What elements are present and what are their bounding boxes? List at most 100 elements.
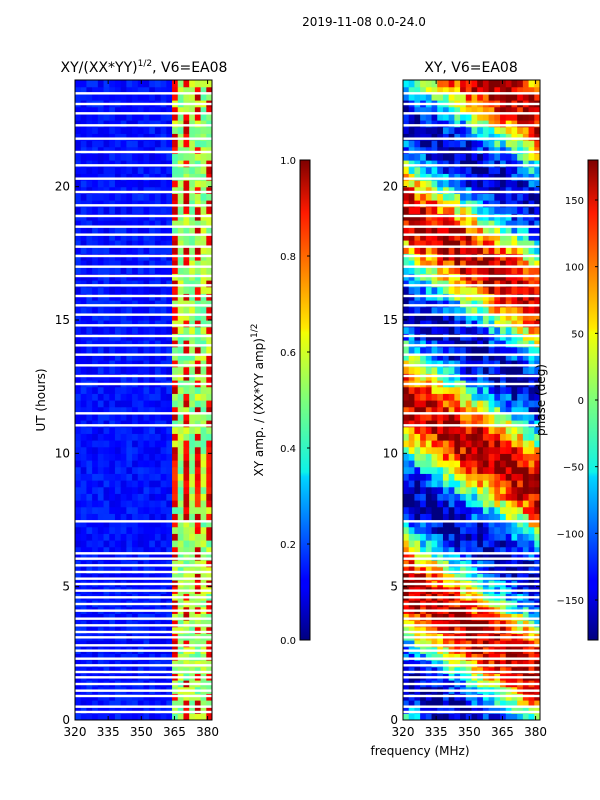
amplitude-heatmap-cell <box>149 426 156 434</box>
phase-heatmap-cell <box>500 506 507 514</box>
amplitude-heatmap-cell <box>120 286 127 294</box>
phase-heatmap-cell <box>505 566 513 574</box>
amplitude-heatmap-cell <box>166 413 173 421</box>
amplitude-heatmap-cell <box>86 626 93 634</box>
amplitude-heatmap-cell <box>189 620 196 628</box>
amplitude-heatmap-cell <box>103 133 110 141</box>
amplitude-heatmap-cell <box>177 640 185 648</box>
phase-heatmap-cell <box>534 173 540 181</box>
phase-heatmap-cell <box>442 166 450 174</box>
phase-heatmap-cell <box>425 306 433 314</box>
phase-heatmap-cell <box>442 186 450 194</box>
phase-heatmap-cell <box>465 140 473 148</box>
amplitude-heatmap-cell <box>137 153 145 161</box>
amplitude-heatmap-cell <box>177 160 185 168</box>
phase-heatmap-cell <box>522 493 530 501</box>
amplitude-heatmap-cell <box>132 326 139 334</box>
amplitude-heatmap-cell <box>120 460 127 468</box>
phase-heatmap-cell <box>448 326 455 334</box>
amplitude-heatmap-cell <box>177 520 185 528</box>
phase-plot-frame <box>402 79 541 721</box>
phase-heatmap-cell <box>494 246 501 254</box>
amplitude-heatmap-cell <box>189 86 196 94</box>
phase-heatmap-cell <box>471 326 478 334</box>
phase-flagged-row <box>403 137 540 140</box>
phase-heatmap-cell <box>488 500 495 508</box>
phase-heatmap-cell <box>528 113 535 121</box>
amplitude-heatmap-cell <box>114 700 122 708</box>
amplitude-heatmap-cell <box>80 400 88 408</box>
amplitude-heatmap-cell <box>194 553 202 561</box>
amplitude-heatmap-cell <box>189 660 196 668</box>
phase-heatmap-cell <box>465 513 473 521</box>
amplitude-heatmap-cell <box>183 406 190 414</box>
amplitude-heatmap-cell <box>97 226 105 234</box>
amplitude-heatmap-cell <box>143 126 150 134</box>
amplitude-heatmap-cell <box>132 200 139 208</box>
amplitude-heatmap-cell <box>97 500 105 508</box>
amplitude-heatmap-cell <box>143 460 150 468</box>
amplitude-plot-frame <box>74 79 213 721</box>
amplitude-heatmap-cell <box>149 706 156 714</box>
amplitude-heatmap-cell <box>154 326 162 334</box>
phase-heatmap-cell <box>488 113 495 121</box>
amplitude-heatmap-cell <box>109 486 116 494</box>
amplitude-heatmap-cell <box>92 393 99 401</box>
amplitude-heatmap-cell <box>189 613 196 621</box>
phase-heatmap-cell <box>437 300 444 308</box>
phase-heatmap-cell <box>511 140 518 148</box>
amplitude-flagged-row <box>75 204 212 207</box>
phase-heatmap-cell <box>494 413 501 421</box>
phase-heatmap-cell <box>494 113 501 121</box>
amplitude-heatmap-cell <box>143 153 150 161</box>
amplitude-y-tick-label: 15 <box>55 313 70 327</box>
amplitude-heatmap-cell <box>114 626 122 634</box>
phase-heatmap-cell <box>448 153 455 161</box>
phase-heatmap-cell <box>534 473 540 481</box>
amplitude-x-tick-label: 335 <box>97 725 120 739</box>
amplitude-heatmap-cell <box>160 120 167 128</box>
amplitude-heatmap-cell <box>160 113 167 121</box>
amplitude-heatmap-cell <box>149 433 156 441</box>
amplitude-heatmap-cell <box>132 426 139 434</box>
phase-heatmap-cell <box>448 640 455 648</box>
amplitude-heatmap-cell <box>126 566 133 574</box>
amplitude-heatmap-cell <box>137 433 145 441</box>
amplitude-heatmap-cell <box>75 153 82 161</box>
amplitude-heatmap-cell <box>75 193 82 201</box>
phase-heatmap-cell <box>465 493 473 501</box>
phase-heatmap-cell <box>442 666 450 674</box>
phase-heatmap-cell <box>454 353 461 361</box>
phase-heatmap-cell <box>511 226 518 234</box>
phase-heatmap-cell <box>448 660 455 668</box>
amplitude-heatmap-cell <box>172 200 179 208</box>
phase-heatmap-cell <box>448 433 455 441</box>
phase-heatmap-cell <box>488 460 495 468</box>
amplitude-heatmap-cell <box>143 80 150 88</box>
phase-heatmap-cell <box>517 566 524 574</box>
amplitude-heatmap-cell <box>206 466 212 474</box>
amplitude-heatmap-cell <box>92 220 99 228</box>
phase-heatmap-cell <box>465 553 473 561</box>
amplitude-heatmap-cell <box>194 666 202 674</box>
phase-heatmap-cell <box>482 473 490 481</box>
amplitude-heatmap-cell <box>75 513 82 521</box>
phase-heatmap-cell <box>448 573 455 581</box>
amplitude-heatmap-cell <box>114 326 122 334</box>
phase-heatmap-cell <box>425 420 433 428</box>
amplitude-heatmap-cell <box>109 106 116 114</box>
phase-heatmap-cell <box>482 153 490 161</box>
phase-heatmap-cell <box>420 506 427 514</box>
phase-heatmap-cell <box>420 466 427 474</box>
amplitude-flagged-row <box>75 557 212 560</box>
amplitude-heatmap-cell <box>177 546 185 554</box>
phase-heatmap-cell <box>465 260 473 268</box>
amplitude-heatmap-cell <box>75 160 82 168</box>
amplitude-heatmap-cell <box>206 260 212 268</box>
amplitude-heatmap-cell <box>183 546 190 554</box>
amplitude-heatmap-cell <box>160 460 167 468</box>
phase-heatmap-cell <box>482 193 490 201</box>
phase-heatmap-cell <box>454 280 461 288</box>
phase-heatmap-cell <box>517 433 524 441</box>
phase-heatmap-cell <box>505 266 513 274</box>
